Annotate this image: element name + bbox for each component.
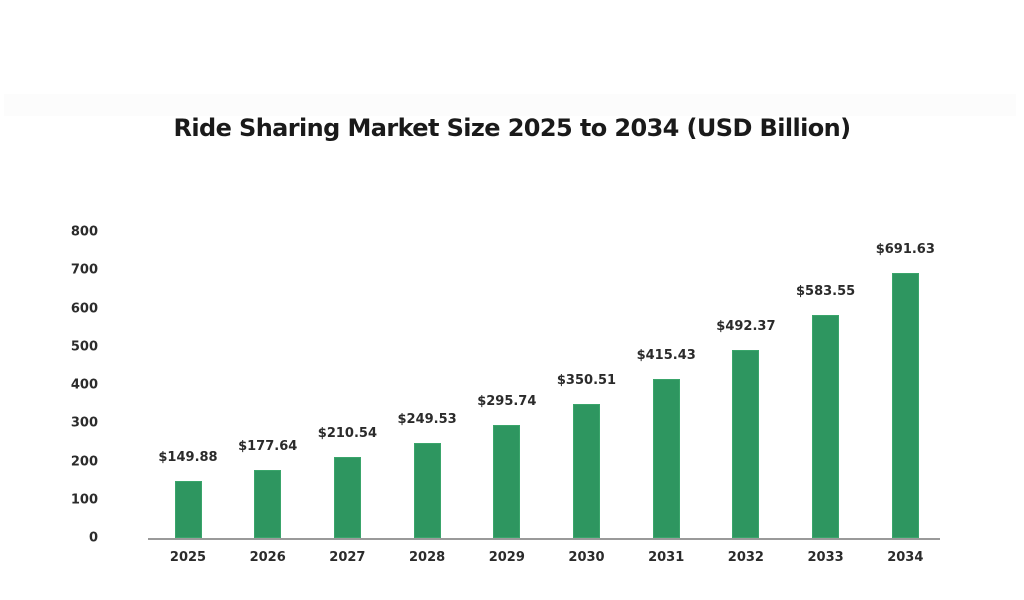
- y-tick-label: 100: [70, 492, 98, 508]
- bar-value-label: $249.53: [397, 411, 457, 427]
- bar-2026: [254, 470, 282, 538]
- bar-value-label: $583.55: [795, 283, 856, 299]
- chart-title: Ride Sharing Market Size 2025 to 2034 (U…: [173, 114, 851, 142]
- y-tick-label: 200: [70, 454, 98, 469]
- header-band: [4, 94, 1016, 116]
- y-tick-label: 300: [70, 415, 98, 431]
- bar-2027: [333, 457, 361, 538]
- bar-value-label: $149.88: [158, 449, 218, 465]
- bar-value-label: $177.64: [238, 439, 298, 455]
- bar-2034: [891, 273, 919, 538]
- y-tick-label: 0: [88, 530, 98, 546]
- bar-2028: [413, 442, 441, 538]
- bar-2030: [573, 403, 600, 538]
- x-tick-label: 2028: [409, 550, 446, 565]
- x-tick-label: 2033: [807, 550, 844, 565]
- bar-2033: [812, 314, 840, 538]
- x-tick-label: 2025: [169, 550, 207, 565]
- bar-value-label: $350.51: [556, 372, 617, 388]
- y-tick-label: 500: [70, 339, 98, 355]
- x-tick-label: 2029: [488, 550, 525, 565]
- x-tick-label: 2030: [568, 550, 605, 565]
- bar-2025: [174, 480, 202, 538]
- bar-value-label: $415.43: [636, 348, 696, 364]
- x-tick-label: 2034: [887, 550, 924, 565]
- bar-value-label: $492.37: [716, 318, 776, 334]
- y-tick-label: 800: [70, 224, 98, 240]
- bar-value-label: $210.54: [317, 426, 377, 442]
- bar-2031: [652, 379, 680, 538]
- y-tick-label: 700: [70, 262, 98, 278]
- x-tick-label: 2027: [329, 550, 366, 565]
- bar-2032: [732, 349, 760, 538]
- bar-value-label: $295.74: [477, 393, 537, 409]
- x-axis-line: [148, 538, 940, 540]
- bar-value-label: $691.63: [875, 242, 935, 258]
- x-tick-label: 2026: [249, 550, 286, 565]
- x-tick-label: 2031: [648, 550, 685, 565]
- y-tick-label: 600: [70, 301, 98, 316]
- bar-2029: [493, 424, 521, 538]
- y-tick-label: 400: [70, 377, 98, 393]
- x-tick-label: 2032: [727, 550, 764, 565]
